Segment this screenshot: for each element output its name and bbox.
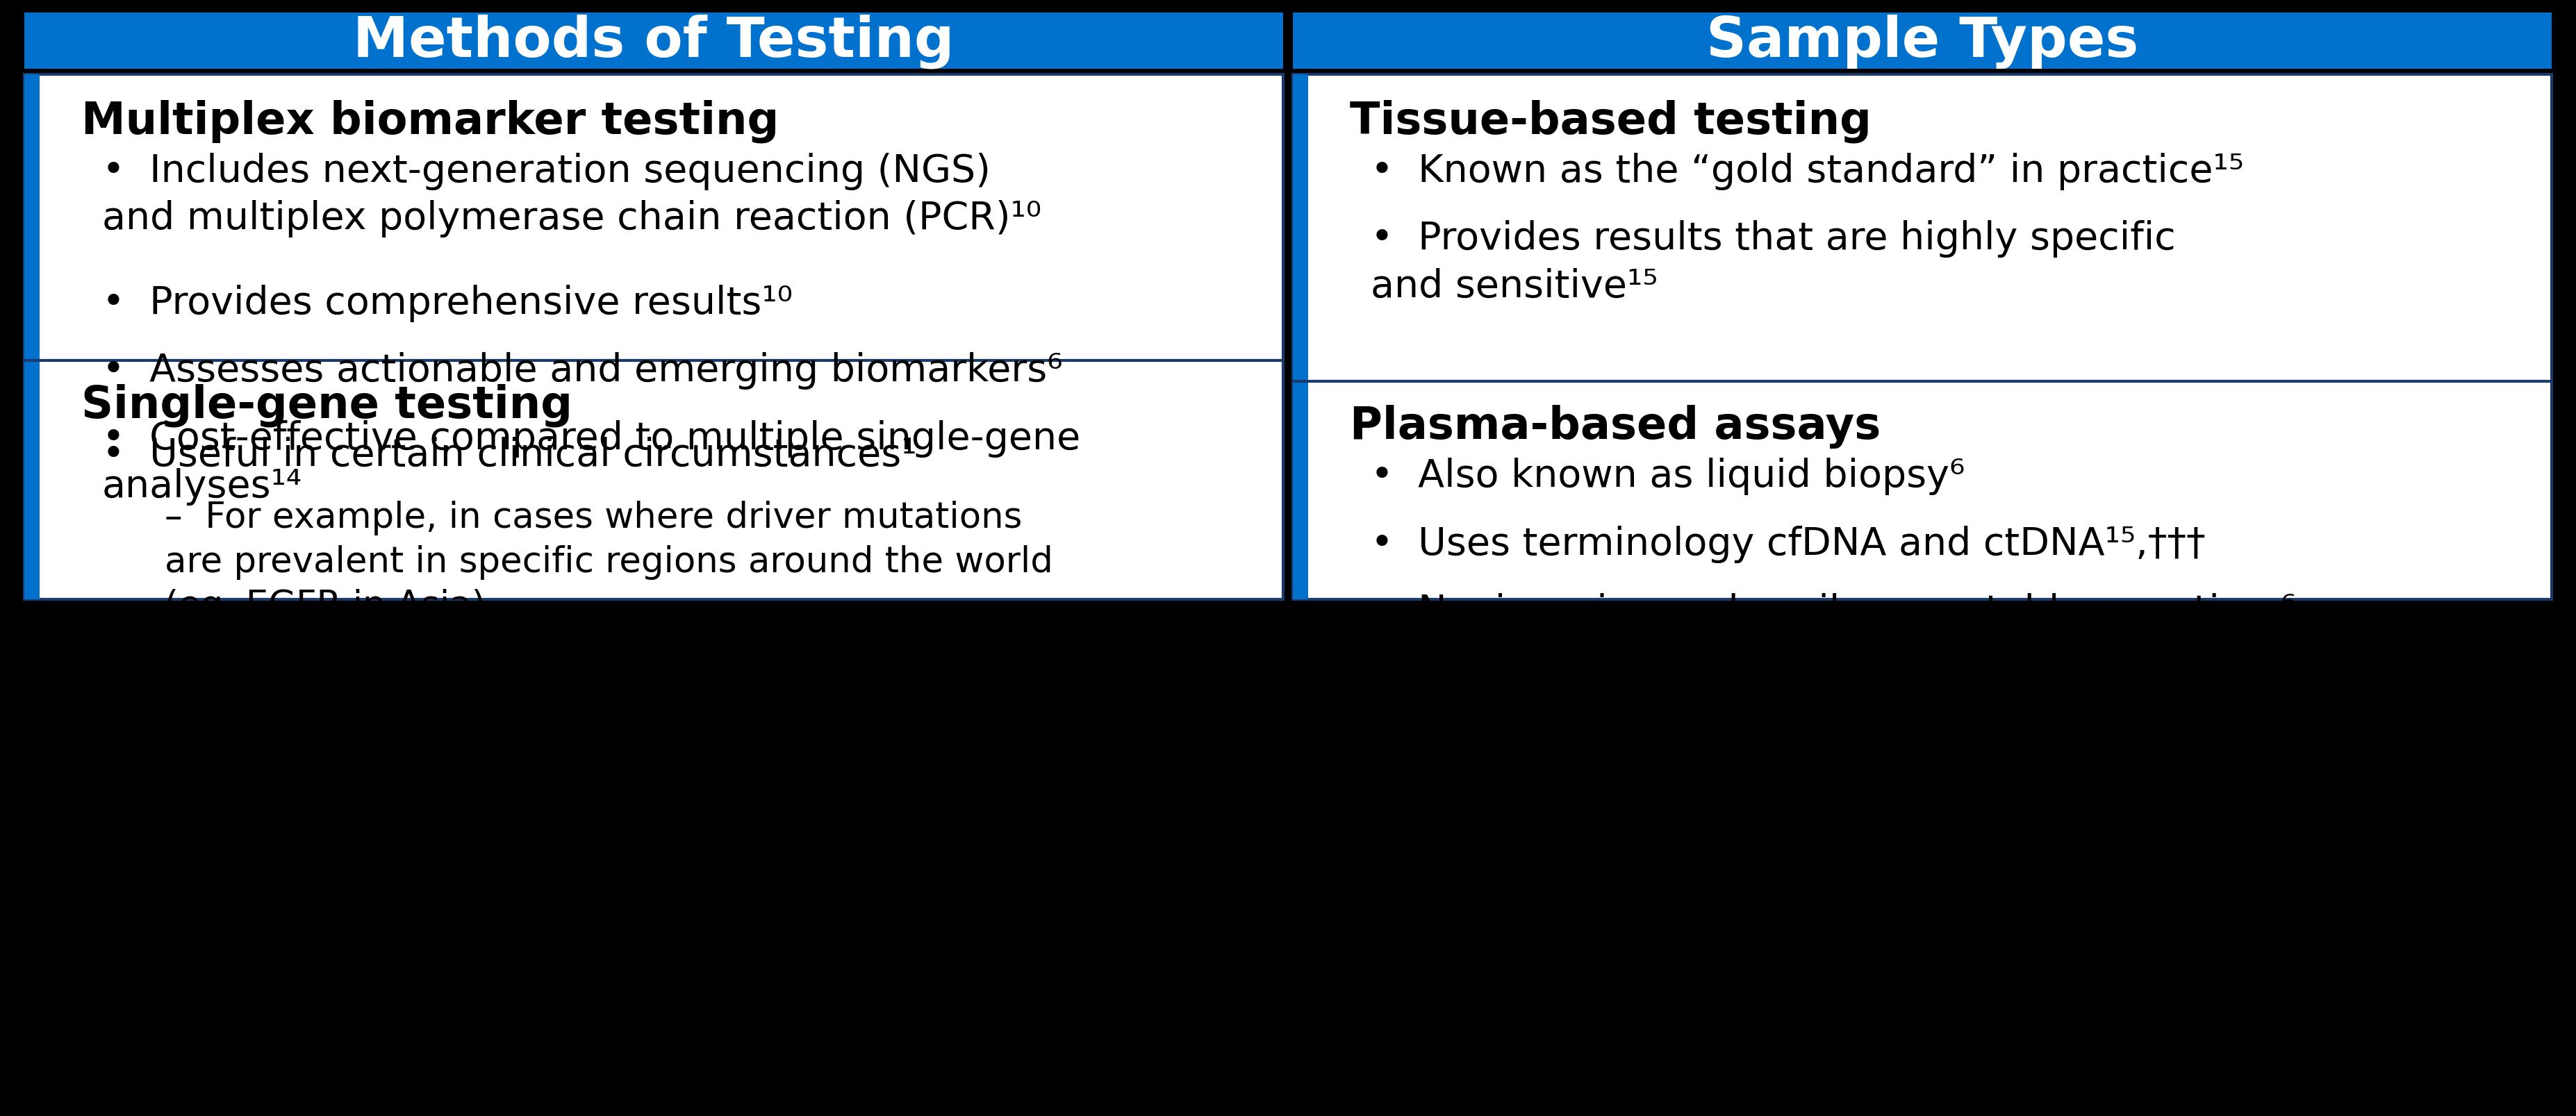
- Text: •  Includes next-generation sequencing (NGS)
and multiplex polymerase chain reac: • Includes next-generation sequencing (N…: [103, 153, 1041, 238]
- Text: •  Provides comprehensive results¹⁰: • Provides comprehensive results¹⁰: [103, 285, 793, 321]
- Text: •  Provides results that are highly specific
and sensitive¹⁵: • Provides results that are highly speci…: [1370, 220, 2177, 306]
- Text: –  For example, in cases where driver mutations
are prevalent in specific region: – For example, in cases where driver mut…: [165, 500, 1054, 624]
- Text: •  Can provide timely results⁶: • Can provide timely results⁶: [103, 681, 672, 719]
- Text: •  Cost-effective compared to multiple single-gene
analyses¹⁴: • Cost-effective compared to multiple si…: [103, 420, 1079, 506]
- Text: •  Assesses actionable and emerging biomarkers⁶: • Assesses actionable and emerging bioma…: [103, 353, 1061, 389]
- Text: •  Useful in certain clinical circumstances¹: • Useful in certain clinical circumstanc…: [103, 436, 917, 474]
- Text: Sample Types: Sample Types: [1705, 15, 2138, 68]
- Text: Plasma-based assays: Plasma-based assays: [1350, 405, 1880, 449]
- Bar: [23, 75, 39, 599]
- Text: Multiplex biomarker testing: Multiplex biomarker testing: [82, 99, 778, 143]
- Bar: [23, 13, 1283, 69]
- Bar: [1293, 75, 1309, 599]
- Text: –  Turnaround time comparing single-gene PCR and
NGS was 3–4 days and 7–10 days,: – Turnaround time comparing single-gene …: [165, 745, 1082, 824]
- Text: •  Uses terminology cfDNA and ctDNA¹⁵,†††: • Uses terminology cfDNA and ctDNA¹⁵,†††: [1370, 526, 2205, 562]
- Text: •  Also known as liquid biopsy⁶: • Also known as liquid biopsy⁶: [1370, 458, 1965, 494]
- Text: •  Less sensitive when compared to
tissue-based tests⁶,¹⁶: • Less sensitive when compared to tissue…: [1370, 911, 2061, 997]
- Bar: [1293, 75, 2553, 599]
- Text: –  Median turnaround time comparing cfDNA
and tissue genotyping was 9 days and 1: – Median turnaround time comparing cfDNA…: [1432, 729, 2272, 852]
- Text: Tissue-based testing: Tissue-based testing: [1350, 99, 1873, 143]
- Text: •  Known as the “gold standard” in practice¹⁵: • Known as the “gold standard” in practi…: [1370, 153, 2244, 190]
- Bar: [1293, 13, 2553, 69]
- Text: Methods of Testing: Methods of Testing: [353, 15, 953, 69]
- Text: Single-gene testing: Single-gene testing: [82, 384, 572, 427]
- Text: •  Fast turnaround time¹⁶: • Fast turnaround time¹⁶: [1370, 661, 1852, 699]
- Bar: [23, 75, 1283, 599]
- Text: •  Noninvasive and easily repeatable over time⁶: • Noninvasive and easily repeatable over…: [1370, 593, 2295, 631]
